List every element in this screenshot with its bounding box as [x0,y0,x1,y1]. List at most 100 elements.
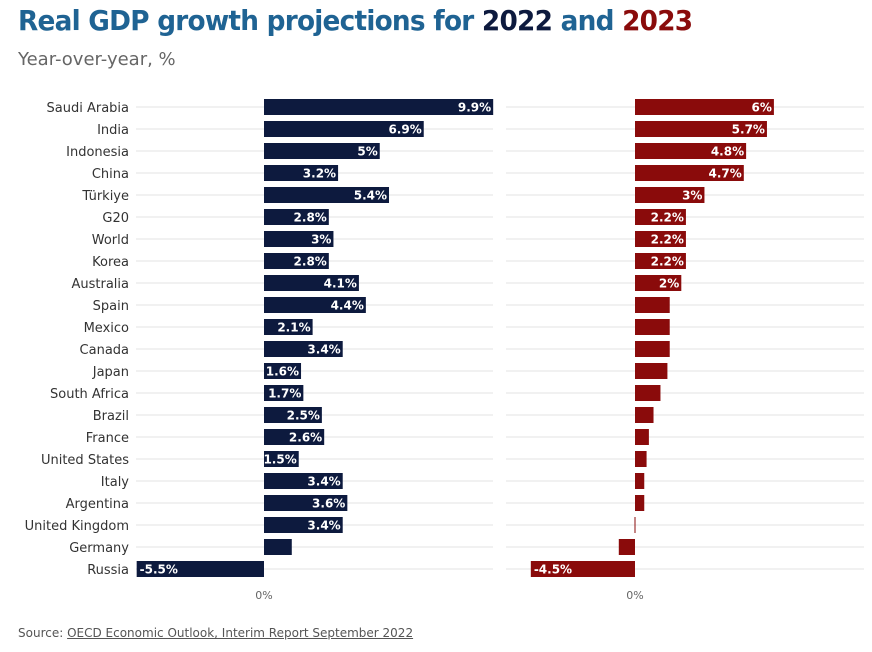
category-label: Australia [71,277,129,292]
data-label-2022: 1.5% [263,453,296,467]
data-label-2023: 2.2% [651,233,684,247]
bar-2023 [618,539,635,555]
data-label-2022: 3.4% [307,475,340,489]
bar-2022 [264,341,343,357]
bar-2022 [264,495,348,511]
bar-2022 [264,385,304,401]
bar-2022 [264,451,299,467]
bar-2023 [634,517,636,533]
category-label: Germany [69,541,129,556]
category-label: Mexico [84,321,129,336]
bar-2023 [635,209,686,225]
data-label-2023: 5.7% [732,123,765,137]
bar-2022 [264,253,329,269]
data-label-2022: 4.4% [331,299,364,313]
data-label-2022: 2.8% [294,255,327,269]
bar-2023 [530,561,635,577]
data-label-2023: 6% [752,101,772,115]
category-label: Saudi Arabia [47,101,130,116]
category-label: United States [41,453,129,468]
data-label-2022: 3.6% [312,497,345,511]
data-label-2022: 1.7% [268,387,301,401]
category-label: Japan [92,365,129,380]
bar-2022 [264,231,334,247]
bar-2022 [264,429,325,445]
bar-2022 [264,165,339,181]
zero-tick-label: 0% [626,589,643,602]
bar-2022 [264,99,494,115]
category-label: Türkiye [81,189,129,204]
data-label-2023: 3% [682,189,702,203]
data-label-2022: 1.6% [266,365,299,379]
data-label-2023: 2.2% [651,255,684,269]
bar-2023 [635,385,661,401]
data-label-2022: 6.9% [388,123,421,137]
bar-2023 [635,187,705,203]
bar-2022 [264,275,359,291]
category-label: Brazil [93,409,129,424]
bar-2023 [635,253,686,269]
bar-2023 [635,275,682,291]
category-label: South Africa [50,387,129,402]
data-label-2022: 3.2% [303,167,336,181]
category-label: Canada [80,343,129,358]
data-label-2023: 2.2% [651,211,684,225]
data-label-2023: 4.8% [711,145,744,159]
data-label-2022: 3.4% [307,343,340,357]
chart-subtitle: Year-over-year, % [18,49,176,70]
bar-2022 [136,561,264,577]
category-label: United Kingdom [25,519,129,534]
category-label: G20 [102,211,129,226]
data-label-2022: 5.4% [354,189,387,203]
category-label: Russia [87,563,129,578]
bar-2022 [264,297,366,313]
bar-2023 [635,473,645,489]
bar-2023 [635,319,670,335]
bar-2023 [635,407,654,423]
bar-2023 [635,341,670,357]
data-label-2022: 4.1% [324,277,357,291]
data-label-2023: -4.5% [534,563,572,577]
data-label-2022: 5% [357,145,377,159]
data-label-2022: 2.5% [287,409,320,423]
bar-2022 [264,143,380,159]
data-label-2022: 9.9% [458,101,491,115]
gdp-bar-chart: Saudi Arabia India Indonesia China Türkiye G2… [25,99,864,602]
bar-2022 [264,473,343,489]
bar-2022 [264,517,343,533]
category-label: France [86,431,129,446]
bar-2022 [264,539,292,555]
chart-title: Real GDP growth projections for 2022 and… [18,4,693,37]
category-label: World [92,233,129,248]
bar-2022 [264,209,329,225]
title-text: Real GDP growth projections for [18,4,482,37]
bar-2023 [635,121,767,137]
title-year-2022: 2022 [481,4,553,37]
category-label: Italy [101,475,130,490]
category-label: India [97,123,129,138]
category-label: China [92,167,129,182]
data-label-2022: 3% [311,233,331,247]
bar-2022 [264,187,390,203]
zero-tick-label: 0% [255,589,272,602]
bar-2023 [635,429,649,445]
bar-2023 [635,165,744,181]
bar-2023 [635,297,670,313]
bar-2023 [635,363,668,379]
bar-2023 [635,495,645,511]
source-note: Source: OECD Economic Outlook, Interim R… [18,626,413,640]
bar-2023 [635,451,647,467]
bar-2022 [264,319,313,335]
bar-2023 [635,99,774,115]
source-prefix: Source: [18,626,68,640]
data-label-2023: 2% [659,277,679,291]
bar-2023 [635,143,747,159]
data-label-2022: 2.6% [289,431,322,445]
category-label: Spain [93,299,129,314]
source-link[interactable]: OECD Economic Outlook, Interim Report Se… [67,626,414,640]
bar-2022 [264,407,322,423]
title-year-2023: 2023 [622,4,693,37]
data-label-2023: 4.7% [709,167,742,181]
category-label: Korea [92,255,129,270]
data-label-2022: 3.4% [307,519,340,533]
